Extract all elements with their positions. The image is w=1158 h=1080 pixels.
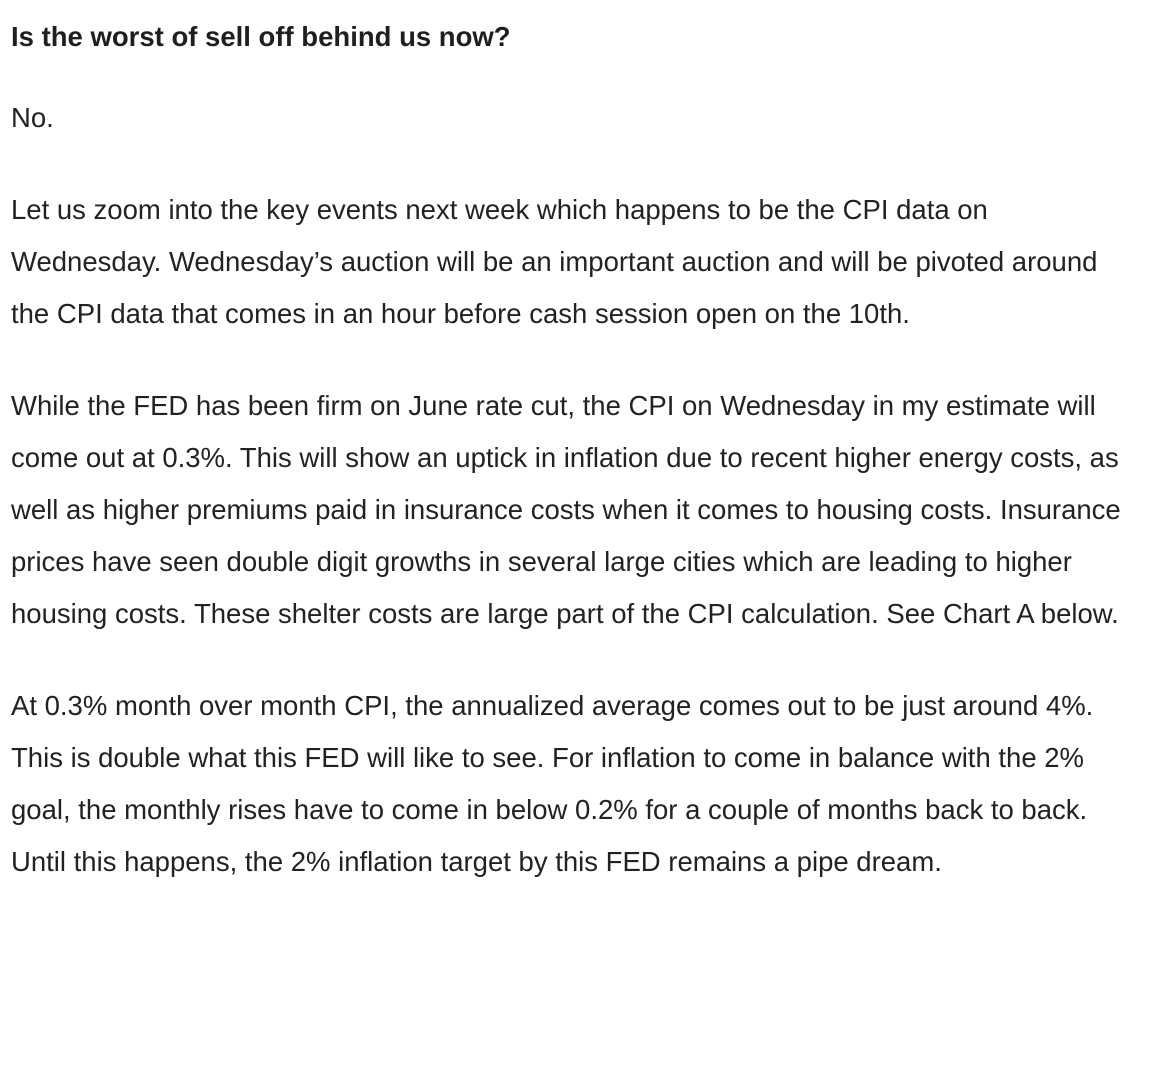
cpi-estimate-paragraph: While the FED has been firm on June rate… [11, 390, 1121, 629]
inflation-target-paragraph: At 0.3% month over month CPI, the annual… [11, 690, 1094, 877]
article-heading: Is the worst of sell off behind us now? [11, 21, 511, 52]
cpi-events-paragraph: Let us zoom into the key events next wee… [11, 194, 1098, 329]
article-body: Is the worst of sell off behind us now? … [11, 21, 1121, 877]
answer-paragraph: No. [11, 102, 54, 133]
